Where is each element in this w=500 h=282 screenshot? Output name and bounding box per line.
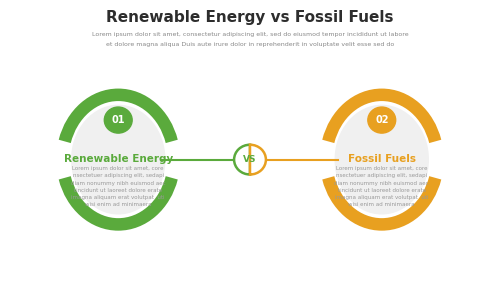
Text: 01: 01 [112, 115, 125, 125]
Text: et dolore magna aliqua Duis aute irure dolor in reprehenderit in voluptate velit: et dolore magna aliqua Duis aute irure d… [106, 42, 394, 47]
Text: Fossil Fuels: Fossil Fuels [348, 154, 416, 164]
Text: Lorem ipsum dolor sit amet, core
nsectetuer adipiscing elit, sedapi
diam nonummy: Lorem ipsum dolor sit amet, core nsectet… [71, 166, 166, 207]
Wedge shape [234, 145, 250, 175]
Text: Renewable Energy: Renewable Energy [64, 154, 173, 164]
Text: 02: 02 [375, 115, 388, 125]
Text: VS: VS [244, 155, 257, 164]
Text: Lorem ipsum dolor sit amet, core
nsectetuer adipiscing elit, sedapi
diam nonummy: Lorem ipsum dolor sit amet, core nsectet… [334, 166, 429, 207]
Wedge shape [250, 145, 266, 175]
Circle shape [104, 107, 132, 133]
Text: Lorem ipsum dolor sit amet, consectetur adipiscing elit, sed do eiusmod tempor i: Lorem ipsum dolor sit amet, consectetur … [92, 32, 408, 38]
Ellipse shape [71, 105, 166, 215]
Text: •  •  •: • • • [369, 222, 394, 232]
Text: Renewable Energy vs Fossil Fuels: Renewable Energy vs Fossil Fuels [106, 10, 394, 25]
Circle shape [368, 107, 396, 133]
Ellipse shape [334, 105, 429, 215]
Text: •  •  •: • • • [106, 222, 131, 232]
